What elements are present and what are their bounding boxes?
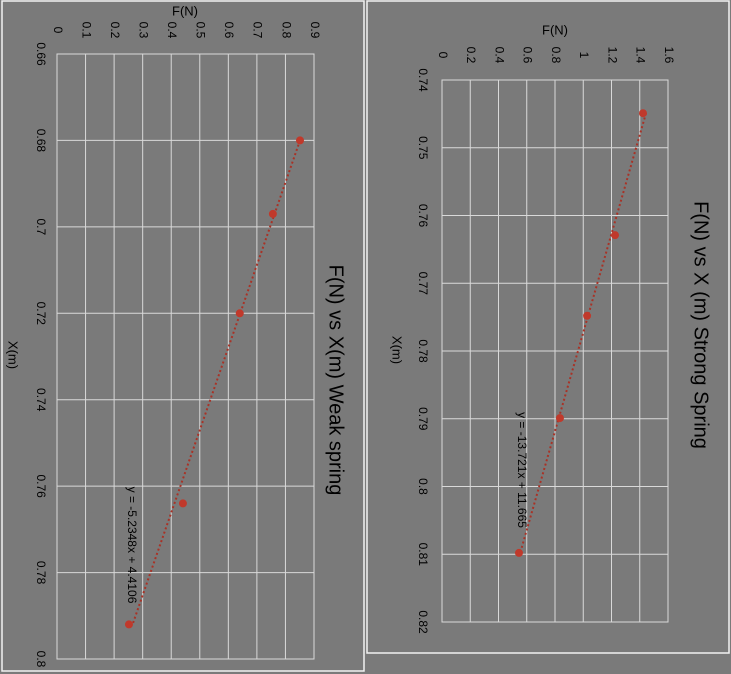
x-tick-label: 0.76 [416, 204, 430, 228]
x-tick-label: 0.82 [416, 610, 430, 634]
y-tick-label: 0.6 [521, 47, 535, 64]
y-axis-title: F(N) [172, 3, 198, 18]
y-tick-label: 1.2 [605, 47, 619, 64]
panel [366, 0, 730, 654]
point [638, 109, 647, 118]
y-tick-label: 0 [51, 27, 65, 34]
y-tick-label: 1 [577, 52, 591, 59]
x-tick-label: 0.8 [34, 651, 48, 668]
x-tick-label: 0.74 [34, 388, 48, 412]
x-tick-label: 0.7 [34, 219, 48, 236]
x-tick-label: 0.72 [34, 302, 48, 326]
y-tick-label: 0.8 [279, 22, 293, 39]
x-tick-label: 0.76 [34, 474, 48, 498]
y-tick-label: 0.1 [79, 22, 93, 39]
y-tick-label: 0 [436, 52, 450, 59]
trendline-equation: y = -5.2348x + 4.4106 [125, 487, 139, 604]
x-axis-title: X(m) [390, 336, 405, 364]
point [296, 136, 305, 145]
trendline-equation: y = -13.721x + 11.665 [515, 412, 529, 528]
x-tick-label: 0.8 [416, 478, 430, 495]
y-tick-label: 0.6 [222, 22, 236, 39]
y-tick-label: 0.2 [464, 47, 478, 64]
y-tick-label: 1.6 [662, 47, 676, 64]
x-tick-label: 0.78 [416, 339, 430, 363]
y-tick-label: 0.7 [251, 22, 265, 39]
x-tick-label: 0.75 [416, 136, 430, 160]
point [583, 311, 592, 320]
y-tick-label: 0.4 [492, 47, 506, 64]
chart-title: F(N) vs X (m) Strong Spring [690, 201, 712, 449]
y-tick-label: 0.2 [108, 22, 122, 39]
y-tick-label: 0.5 [194, 22, 208, 39]
point [178, 499, 187, 508]
x-tick-label: 0.77 [416, 272, 430, 296]
x-tick-label: 0.74 [416, 68, 430, 92]
y-tick-label: 1.4 [634, 47, 648, 64]
y-tick-label: 0.8 [549, 47, 563, 64]
x-tick-label: 0.78 [34, 561, 48, 585]
panel [1, 0, 365, 672]
chart-title: F(N) vs X(m) Weak spring [325, 265, 347, 496]
point [611, 231, 620, 240]
x-tick-label: 0.79 [416, 407, 430, 431]
point [124, 620, 133, 629]
y-axis-title: F(N) [542, 22, 568, 37]
x-axis-title: X(m) [6, 341, 21, 369]
y-tick-label: 0.4 [165, 22, 179, 39]
y-tick-label: 0.9 [308, 22, 322, 39]
y-tick-label: 0.3 [136, 22, 150, 39]
x-tick-label: 0.66 [34, 42, 48, 66]
x-tick-label: 0.81 [416, 543, 430, 567]
x-tick-label: 0.68 [34, 129, 48, 153]
point [555, 414, 564, 423]
point [235, 309, 244, 318]
point [268, 209, 277, 218]
point [514, 548, 523, 557]
